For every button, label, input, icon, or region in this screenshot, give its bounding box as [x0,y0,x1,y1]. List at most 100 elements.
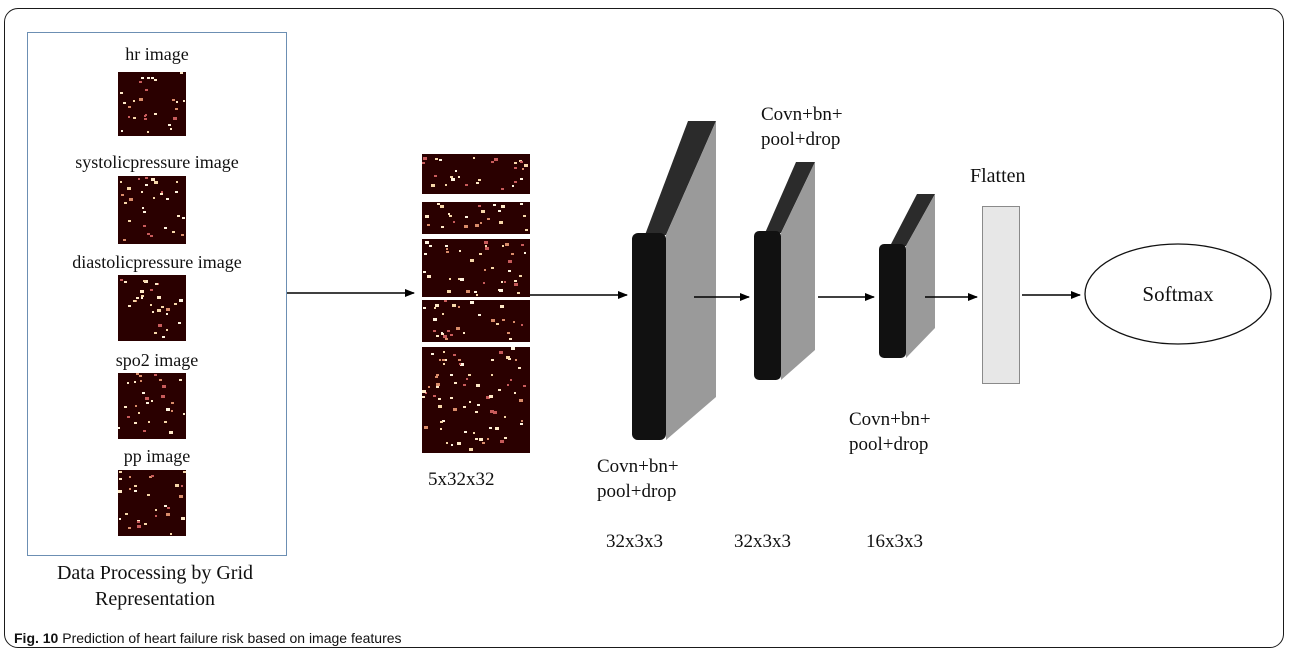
pixel-dot [520,203,523,205]
pixel-dot [143,211,146,213]
pixel-dot [178,322,181,324]
pixel-dot [424,253,427,255]
pixel-dot [520,161,523,163]
pixel-dot [466,290,470,293]
pixel-dot [470,259,474,262]
hr-image-label: hr image [125,44,189,64]
softmax-node [1084,243,1272,345]
pixel-dot [514,167,517,169]
pixel-dot [182,217,185,219]
pixel-dot [155,283,158,285]
pixel-dot [435,158,438,160]
stack-slice-hr [422,154,530,194]
pixel-dot [499,221,503,224]
pixel-dot [124,202,127,204]
pixel-dot [499,289,503,292]
pixel-dot [442,313,444,315]
pixel-dot [445,338,448,340]
pixel-dot [145,184,148,186]
pixel-dot [460,278,464,281]
pixel-dot [145,89,148,91]
pixel-dot [466,378,468,380]
pixel-dot [129,476,131,478]
pixel-dot [143,225,146,227]
pixel-dot [448,213,450,215]
pixel-dot [428,386,430,388]
pixel-dot [480,222,482,224]
pixel-dot [439,159,442,161]
pixel-dot [521,420,523,422]
pixel-dot [144,280,148,283]
pixel-dot [445,245,448,247]
pixel-dot [166,313,168,315]
pixel-dot [173,117,177,120]
pixel-dot [153,197,155,199]
pixel-dot [154,113,157,115]
pixel-dot [438,405,442,408]
pixel-dot [168,124,171,126]
pixel-dot [464,225,468,228]
pixel-dot [451,178,455,181]
pixel-dot [172,231,175,233]
pixel-dot [500,440,504,443]
pixel-dot [468,374,471,376]
pixel-dot [425,241,429,244]
pixel-dot [436,383,440,386]
pixel-dot [171,402,174,404]
pixel-dot [177,215,180,217]
pixel-dot [442,420,445,422]
pixel-dot [127,382,129,384]
pixel-dot [169,431,173,434]
pixel-dot [473,432,475,434]
pixel-dot [491,359,494,361]
pixel-dot [433,318,437,321]
pixel-dot [440,428,442,430]
softmax-label: Softmax [1142,282,1214,306]
pixel-dot [517,292,520,294]
pixel-dot [128,116,130,118]
pixel-dot [478,314,481,316]
pixel-dot [441,333,444,335]
pixel-dot [160,193,163,195]
flatten-layer [982,206,1020,384]
pixel-dot [146,402,149,404]
pixel-dot [140,290,144,293]
pixel-dot [436,374,439,376]
pixel-dot [496,323,499,325]
pixel-dot [441,226,444,228]
pixel-dot [512,185,514,187]
conv-layer-2 [754,162,815,380]
pixel-dot [482,442,485,444]
pixel-dot [525,229,528,231]
pixel-dot [128,220,131,222]
pixel-dot [491,161,494,163]
pixel-dot [170,533,172,535]
pixel-dot [514,283,518,286]
pixel-dot [442,359,445,361]
pixel-dot [484,269,486,271]
pixel-dot [500,305,504,308]
pixel-dot [164,227,167,229]
pixel-dot [458,278,460,280]
pixel-dot [170,128,172,130]
pixel-dot [157,296,161,299]
pixel-dot [139,98,143,101]
pixel-dot [125,513,128,515]
pixel-dot [423,157,427,160]
pixel-dot [134,422,137,424]
pixel-dot [171,410,173,412]
pixel-dot [143,430,146,432]
stack-slice-systolic [422,202,530,234]
pixel-dot [446,251,449,253]
pixel-dot [118,490,122,493]
pixel-dot [179,379,182,381]
pixel-dot [450,374,453,376]
pixel-dot [452,304,456,307]
pixel-dot [119,471,122,473]
pixel-dot [166,308,170,311]
pixel-dot [128,527,131,529]
input-panel-caption: Data Processing by Grid Representation [56,562,254,610]
pixel-dot [498,389,501,391]
pixel-dot [521,324,523,326]
pixel-dot [124,281,127,283]
